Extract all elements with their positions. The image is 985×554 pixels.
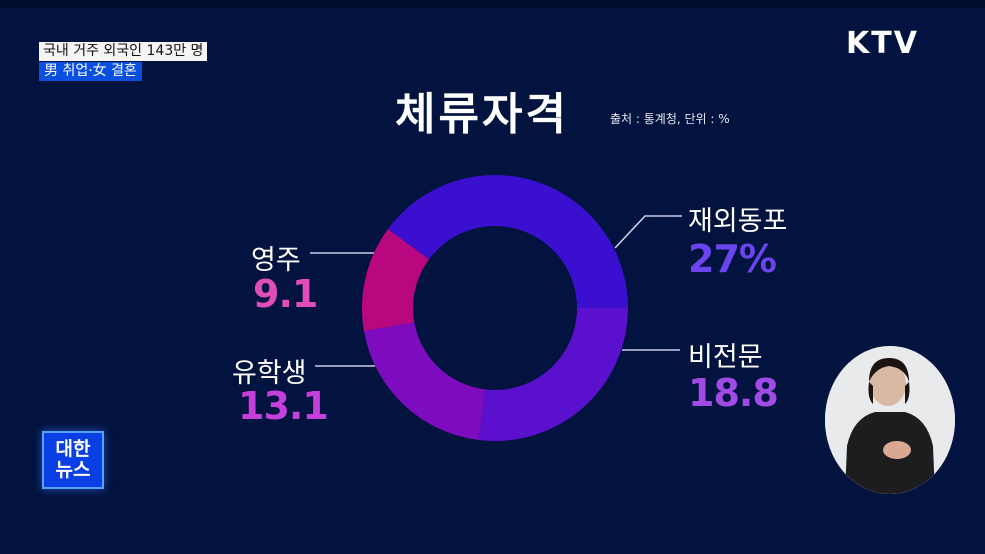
donut-segment-재외동포 xyxy=(387,175,628,308)
label-yeongju: 영주 xyxy=(251,245,301,276)
label-yuhaksaeng: 유학생 xyxy=(232,358,307,389)
logo-line1: 대한 xyxy=(55,438,91,460)
label-jaeoedongpo: 재외동포 xyxy=(688,206,788,237)
value-jaeoedongpo: 27% xyxy=(688,237,777,281)
interpreter-figure-icon xyxy=(825,346,955,494)
donut-segment-비전문 xyxy=(478,308,628,441)
value-yeongju: 9.1 xyxy=(253,272,318,316)
donut-segments xyxy=(362,175,628,441)
ktv-logo: KTV xyxy=(846,26,919,61)
chart-title: 체류자격 xyxy=(395,89,569,140)
logo-line2: 뉴스 xyxy=(55,459,91,481)
leader-line-jaeoedongpo xyxy=(614,215,682,249)
top-bar xyxy=(0,0,985,8)
value-yuhaksaeng: 13.1 xyxy=(238,384,329,428)
ticker-headline: 국내 거주 외국인 143만 명 xyxy=(39,42,208,61)
donut-segment-영주 xyxy=(362,229,429,332)
leader-lines xyxy=(310,215,682,367)
value-bijeonmun: 18.8 xyxy=(688,371,779,415)
ticker-subheadline: 男 취업·女 결혼 xyxy=(39,62,142,81)
label-bijeonmun: 비전문 xyxy=(688,342,763,373)
donut-segment-유학생 xyxy=(364,322,486,441)
daehan-news-logo: 대한 뉴스 xyxy=(42,431,104,489)
source-note: 출처 : 통계청, 단위 : % xyxy=(610,112,730,126)
sign-language-interpreter xyxy=(825,346,955,494)
